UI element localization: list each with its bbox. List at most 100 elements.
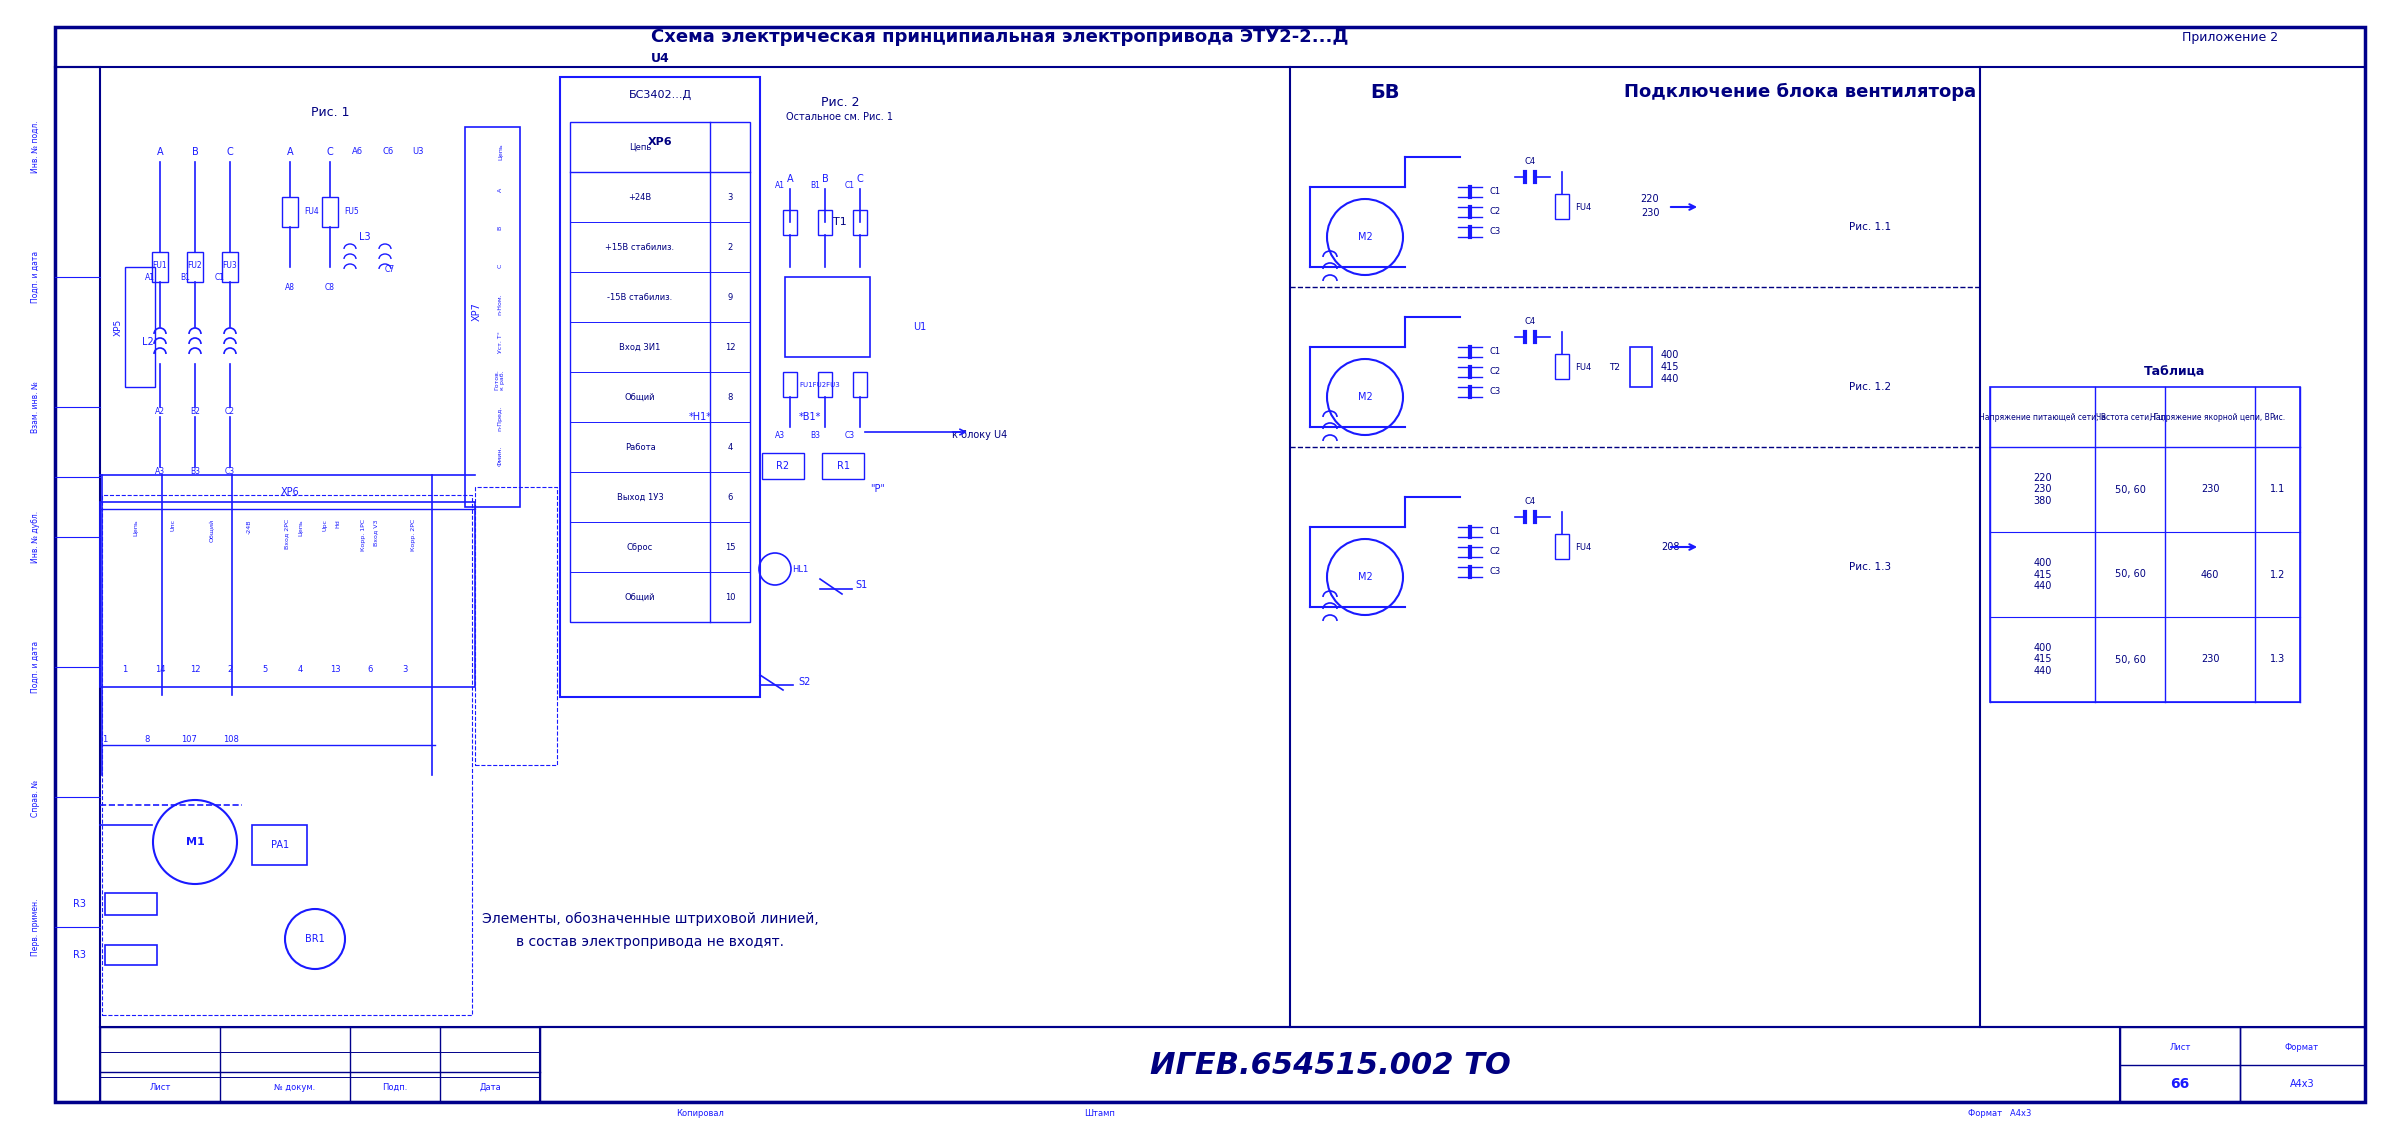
Text: S2: S2 [799, 677, 811, 687]
Text: Формат: Формат [2285, 1042, 2318, 1051]
Text: B3: B3 [811, 431, 820, 440]
Text: C2: C2 [1491, 548, 1500, 557]
Text: Штамп: Штамп [1085, 1109, 1116, 1118]
Text: 50, 60: 50, 60 [2115, 485, 2146, 495]
Bar [153, 252, 167, 282]
Text: 400: 400 [1660, 350, 1679, 360]
Text: Фмин.: Фмин. [498, 446, 503, 467]
Text: 3: 3 [727, 193, 732, 202]
Text: B: B [498, 225, 503, 230]
Text: Сброс: Сброс [627, 542, 653, 551]
Text: 4: 4 [727, 443, 732, 452]
Text: A8: A8 [284, 283, 296, 292]
Bar [100, 502, 475, 687]
Text: Вход 2РС: Вход 2РС [284, 520, 289, 549]
Text: M1: M1 [186, 837, 205, 848]
Text: 230: 230 [2201, 655, 2220, 665]
Text: Приложение 2: Приложение 2 [2182, 30, 2278, 44]
Text: C1: C1 [1491, 527, 1500, 536]
Text: HL1: HL1 [792, 565, 809, 574]
Text: C3: C3 [1491, 568, 1500, 577]
Text: Вход V3: Вход V3 [374, 520, 379, 545]
Text: 107: 107 [181, 735, 198, 744]
Text: 1.3: 1.3 [2271, 655, 2285, 665]
Bar [253, 825, 308, 866]
Text: C3: C3 [1491, 228, 1500, 237]
Text: FU1FU2FU3: FU1FU2FU3 [799, 382, 840, 388]
Text: B: B [191, 147, 198, 157]
Text: A: A [498, 188, 503, 192]
Text: Работа: Работа [625, 443, 656, 452]
Text: Уст. Т°: Уст. Т° [498, 331, 503, 353]
Text: Подп. и дата: Подп. и дата [31, 251, 41, 303]
Text: 13: 13 [329, 665, 341, 674]
Text: Справ. №: Справ. № [31, 778, 41, 817]
Text: C1: C1 [215, 273, 224, 282]
Text: FU5: FU5 [343, 207, 358, 216]
Text: 4: 4 [298, 665, 303, 674]
Text: +24В: +24В [627, 193, 651, 202]
Text: U3: U3 [413, 148, 425, 157]
Text: 5: 5 [262, 665, 267, 674]
Bar [818, 210, 832, 236]
Text: Общий: Общий [625, 392, 656, 401]
Text: Рис. 2: Рис. 2 [820, 96, 859, 108]
Text: R2: R2 [778, 461, 789, 471]
Text: Общий: Общий [625, 593, 656, 602]
Text: ХР7: ХР7 [472, 302, 482, 321]
Text: Цепь: Цепь [630, 142, 651, 151]
Text: Выход 1У3: Выход 1У3 [618, 492, 663, 502]
Text: "Р": "Р" [871, 483, 885, 494]
Text: БС3402...Д: БС3402...Д [627, 90, 692, 100]
Text: R1: R1 [837, 461, 849, 471]
Text: Взам. инв. №: Взам. инв. № [31, 381, 41, 433]
Bar [465, 127, 520, 507]
Bar [1555, 194, 1569, 219]
Bar [105, 946, 157, 965]
Text: Формат   А4х3: Формат А4х3 [1968, 1109, 2032, 1118]
Text: 2: 2 [227, 665, 234, 674]
Text: FU2: FU2 [188, 260, 203, 269]
Text: T2: T2 [1610, 363, 1619, 372]
Text: B3: B3 [191, 468, 200, 477]
Text: 50, 60: 50, 60 [2115, 655, 2146, 665]
Bar [2120, 1027, 2240, 1102]
Text: Рис. 1: Рис. 1 [310, 106, 348, 118]
Bar [854, 372, 868, 397]
Text: ИГЕВ.654515.002 ТО: ИГЕВ.654515.002 ТО [1150, 1050, 1510, 1080]
Text: 400
415
440: 400 415 440 [2034, 558, 2051, 591]
Bar [782, 372, 797, 397]
Bar [1555, 534, 1569, 559]
Text: 230: 230 [1641, 208, 1660, 218]
Text: FU4: FU4 [1574, 542, 1591, 551]
Text: L2: L2 [143, 337, 155, 347]
Text: 3: 3 [403, 665, 408, 674]
Text: Рис. 1.2: Рис. 1.2 [1848, 382, 1891, 392]
Text: Подключение блока вентилятора: Подключение блока вентилятора [1624, 83, 1977, 101]
Text: 14: 14 [155, 665, 165, 674]
Text: C: C [498, 264, 503, 268]
Text: A1: A1 [145, 273, 155, 282]
Text: Рис. 1.3: Рис. 1.3 [1848, 562, 1891, 573]
Text: 415: 415 [1660, 362, 1679, 372]
Text: Схема электрическая принципиальная электропривода ЭТУ2-2...Д: Схема электрическая принципиальная элект… [651, 28, 1350, 46]
Text: Таблица: Таблица [2144, 365, 2206, 379]
Text: 208: 208 [1660, 542, 1679, 552]
Text: № докум.: № докум. [274, 1083, 315, 1092]
Text: A: A [286, 147, 293, 157]
Text: C2: C2 [1491, 207, 1500, 216]
Text: 400
415
440: 400 415 440 [2034, 642, 2051, 676]
Text: Напряжение якорной цепи, В: Напряжение якорной цепи, В [2151, 412, 2271, 421]
Bar [560, 77, 761, 696]
Text: 66: 66 [2170, 1077, 2189, 1091]
Text: 1: 1 [122, 665, 129, 674]
Text: БВ: БВ [1369, 82, 1400, 101]
Bar [222, 252, 239, 282]
Text: C3: C3 [1491, 388, 1500, 397]
Text: Нd: Нd [336, 520, 341, 527]
Text: C: C [327, 147, 334, 157]
Text: C3: C3 [224, 468, 236, 477]
Text: FU4: FU4 [303, 207, 320, 216]
Text: n-Пред.: n-Пред. [498, 406, 503, 431]
Text: FU4: FU4 [1574, 363, 1591, 372]
